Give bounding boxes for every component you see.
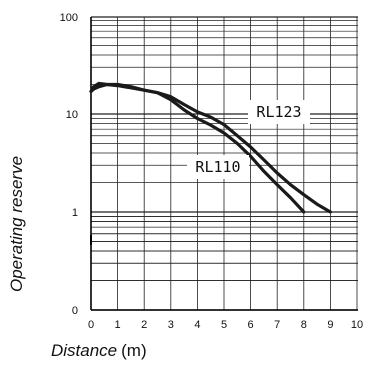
chart-series — [89, 81, 332, 214]
x-axis-unit: (m) — [121, 341, 146, 360]
x-tick-label: 9 — [327, 319, 333, 331]
y-axis-title: Operating reserve — [7, 156, 26, 292]
x-tick-label: 0 — [88, 319, 94, 331]
x-tick-label: 6 — [248, 319, 254, 331]
x-tick-label: 8 — [301, 319, 307, 331]
x-tick-label: 1 — [115, 319, 121, 331]
y-tick-label: 1 — [72, 207, 78, 219]
x-tick-label: 4 — [194, 319, 200, 331]
chart-axes — [90, 17, 358, 311]
x-tick-label: 5 — [221, 319, 227, 331]
series-label-box — [248, 100, 310, 124]
x-axis-title: Distance (m) — [51, 341, 147, 360]
x-tick-label: 7 — [274, 319, 280, 331]
x-tick-label: 2 — [141, 319, 147, 331]
y-tick-label: 0 — [72, 305, 78, 317]
series-line-rl110 — [89, 82, 306, 214]
x-tick-label: 3 — [168, 319, 174, 331]
y-tick-label: 10 — [66, 109, 78, 121]
series-label-rl123: RL123 — [256, 103, 301, 121]
series-label-rl110: RL110 — [195, 158, 240, 176]
x-tick-label: 10 — [351, 319, 363, 331]
y-tick-label: 100 — [60, 12, 78, 24]
chart-grid — [90, 16, 358, 311]
series-label-box — [187, 155, 249, 179]
x-axis-title-text: Distance — [51, 341, 117, 360]
